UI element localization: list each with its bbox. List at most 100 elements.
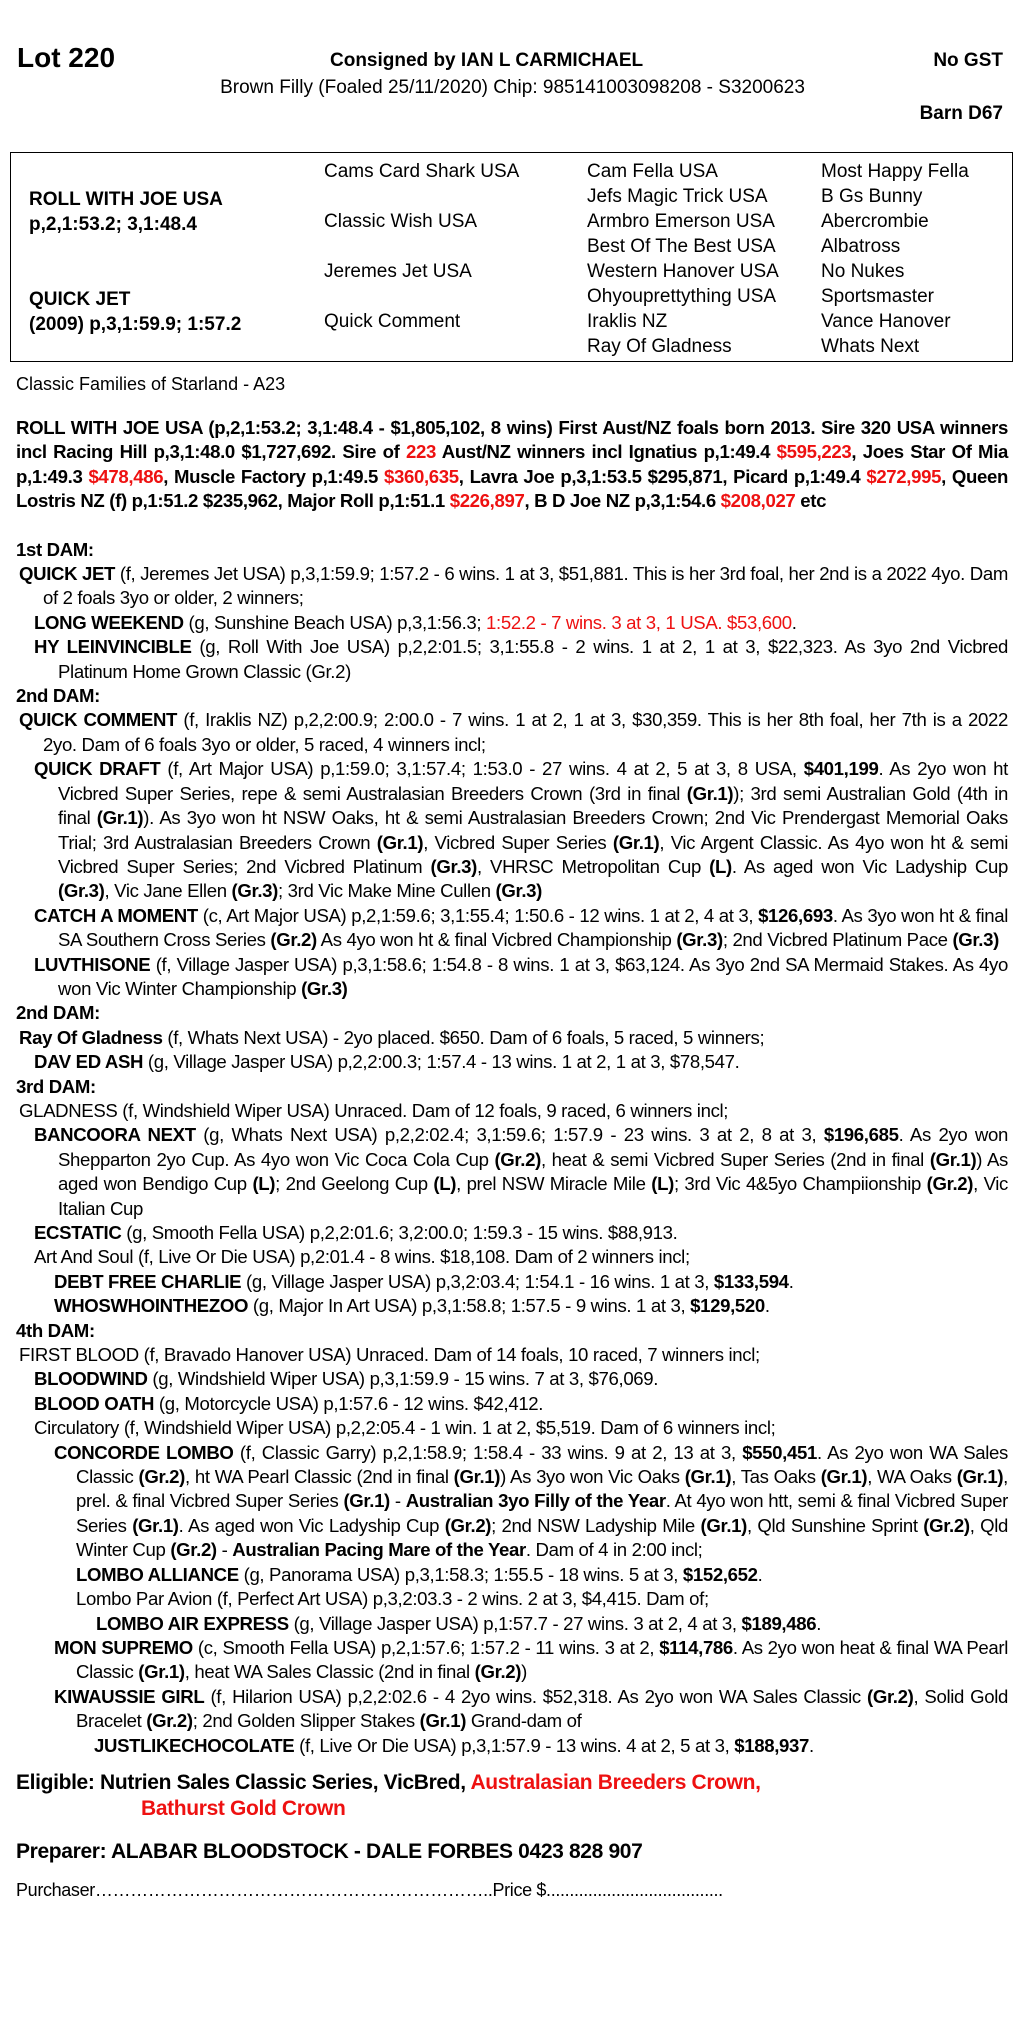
text: (f, Art Major USA) p,1:59.0; 3,1:57.4; 1… xyxy=(160,758,804,780)
text: ; 3rd Vic Make Mine Cullen xyxy=(277,880,496,902)
text: , Queen Lostris NZ (f) p,1:51.2 $235,962… xyxy=(16,465,1008,512)
text: . Dam of 4 in 2:00 incl; xyxy=(525,1539,703,1561)
text: (g, Village Jasper USA) p,1:57.7 - 27 wi… xyxy=(288,1612,742,1634)
bold-text: (Gr.1) xyxy=(419,1710,467,1732)
text: , Solid Gold Bracelet xyxy=(76,1685,1008,1732)
barn-location: Barn D67 xyxy=(919,103,1003,124)
text: GLADNESS (f, Windshield Wiper USA) Unrac… xyxy=(19,1099,729,1121)
text: . As aged won Vic Ladyship Cup xyxy=(178,1514,445,1536)
text: . xyxy=(816,1612,822,1634)
pedigree-entry: DAV ED ASH (g, Village Jasper USA) p,2,2… xyxy=(16,1050,1008,1074)
text: (g, Roll With Joe USA) p,2,2:01.5; 3,1:5… xyxy=(58,636,1009,682)
pedigree-gen3-ancestor: Best Of The Best USA xyxy=(587,236,776,257)
text: (f, Classic Garry) p,2,1:58.9; 1:58.4 - … xyxy=(233,1441,743,1463)
bold-text: ECSTATIC xyxy=(34,1222,122,1243)
text: , WA Oaks xyxy=(867,1466,957,1488)
text: ; 2nd Geelong Cup xyxy=(275,1173,434,1195)
bold-text: (Gr.1) xyxy=(684,1466,732,1488)
bold-text: (L) xyxy=(252,1173,276,1195)
text: (g, Smooth Fella USA) p,2,2:01.6; 3,2:00… xyxy=(121,1222,678,1243)
bold-text: $133,594 xyxy=(713,1270,789,1292)
bold-text: (Gr.1) xyxy=(132,1514,179,1536)
pedigree-sire-record: p,2,1:53.2; 3,1:48.4 xyxy=(29,214,197,235)
pedigree-entry: BANCOORA NEXT (g, Whats Next USA) p,2,2:… xyxy=(16,1123,1008,1221)
bold-text: (Gr.3) xyxy=(231,880,279,902)
pedigree-sire: ROLL WITH JOE USA xyxy=(29,189,223,210)
bold-text: BLOOD OATH xyxy=(34,1392,155,1414)
family-line: Classic Families of Starland - A23 xyxy=(16,374,286,394)
bold-text: (Gr.3) xyxy=(301,977,348,999)
preparer: Preparer: ALABAR BLOODSTOCK - DALE FORBE… xyxy=(16,1839,643,1863)
bold-text: (Gr.2) xyxy=(444,1514,492,1536)
text: , Qld Winter Cup xyxy=(76,1514,1008,1561)
gst-status: No GST xyxy=(933,50,1003,71)
text: (g, Motorcycle USA) p,1:57.6 - 12 wins. … xyxy=(154,1392,544,1414)
text: Aust/NZ winners incl Ignatius p,1:49.4 xyxy=(435,441,777,463)
highlight-text: 223 xyxy=(405,441,436,463)
dam-heading: 4th DAM: xyxy=(16,1319,1008,1343)
bold-text: LOMBO ALLIANCE xyxy=(76,1563,239,1585)
consignor: Consigned by IAN L CARMICHAEL xyxy=(330,50,644,71)
pedigree-entry: DEBT FREE CHARLIE (g, Village Jasper USA… xyxy=(16,1270,1008,1294)
highlight-text: $208,027 xyxy=(720,490,796,512)
text: . As 2yo won ht Vicbred Super Series, re… xyxy=(58,758,1008,804)
text: 2nd DAM: xyxy=(16,685,100,707)
pedigree-entry: Ray Of Gladness (f, Whats Next USA) - 2y… xyxy=(16,1026,1008,1050)
text: , Tas Oaks xyxy=(731,1466,821,1488)
bold-text: (Gr.1) xyxy=(612,831,660,853)
text: , Vic Jane Ellen xyxy=(104,880,232,902)
text: . As 2yo won WA Sales Classic xyxy=(76,1441,1008,1488)
bold-text: JUSTLIKECHOCOLATE xyxy=(94,1734,295,1756)
text: . As 2yo won heat & final WA Pearl Class… xyxy=(76,1636,1008,1683)
bold-text: (Gr.2) xyxy=(146,1710,193,1732)
pedigree-gen2-ancestor: Quick Comment xyxy=(324,311,461,332)
bold-text: (Gr.1) xyxy=(453,1466,501,1488)
bold-text: CONCORDE LOMBO xyxy=(54,1441,234,1463)
bold-text: (Gr.2) xyxy=(866,1685,914,1707)
bold-text: (Gr.3) xyxy=(495,880,543,902)
text: (f, Village Jasper USA) p,3,1:58.6; 1:54… xyxy=(58,953,1008,999)
text: . xyxy=(809,1734,814,1756)
text: , prel. & final Vicbred Super Series xyxy=(76,1466,1008,1512)
pedigree-entry: Circulatory (f, Windshield Wiper USA) p,… xyxy=(16,1416,1008,1440)
pedigree-entry: ECSTATIC (g, Smooth Fella USA) p,2,2:01.… xyxy=(16,1221,1008,1245)
text: Circulatory (f, Windshield Wiper USA) p,… xyxy=(34,1417,776,1439)
text: (g, Village Jasper USA) p,2,2:00.3; 1:57… xyxy=(143,1051,740,1073)
bold-text: (Gr.2) xyxy=(494,1148,541,1170)
pedigree-entry: LONG WEEKEND (g, Sunshine Beach USA) p,3… xyxy=(16,611,1008,635)
pedigree-entry: QUICK DRAFT (f, Art Major USA) p,1:59.0;… xyxy=(16,757,1008,903)
bold-text: (Gr.2) xyxy=(270,929,317,951)
lot-number: Lot 220 xyxy=(17,42,116,73)
dam-heading: 2nd DAM: xyxy=(16,1001,1008,1025)
pedigree-entry: Art And Soul (f, Live Or Die USA) p,2:01… xyxy=(16,1245,1008,1269)
text: (f, Whats Next USA) - 2yo placed. $650. … xyxy=(162,1026,765,1048)
bold-text: (Gr.1) xyxy=(343,1490,390,1512)
text: 3rd DAM: xyxy=(16,1075,96,1097)
text: (f, Iraklis NZ) p,2,2:00.9; 2:00.0 - 7 w… xyxy=(43,709,1008,755)
bold-text: $129,520 xyxy=(690,1295,765,1317)
pedigree-entry: KIWAUSSIE GIRL (f, Hilarion USA) p,2,2:0… xyxy=(16,1685,1008,1734)
pedigree-entry: LOMBO ALLIANCE (g, Panorama USA) p,3,1:5… xyxy=(16,1563,1008,1587)
text: , Vic Argent Classic. As 4yo won ht & se… xyxy=(58,831,1008,877)
pedigree-gen3-ancestor: Western Hanover USA xyxy=(587,261,779,282)
pedigree-entry: ROLL WITH JOE USA (p,2,1:53.2; 3,1:48.4 … xyxy=(16,416,1008,514)
highlight-text: $226,897 xyxy=(449,490,525,512)
dam-heading: 2nd DAM: xyxy=(16,684,1008,708)
text: , heat & semi Vicbred Super Series (2nd … xyxy=(540,1148,930,1170)
bold-text: QUICK DRAFT xyxy=(34,758,161,780)
pedigree-gen3-ancestor: Jefs Magic Trick USA xyxy=(587,186,768,207)
bold-text: (Gr.2) xyxy=(923,1514,970,1536)
text: . xyxy=(788,1270,794,1292)
pedigree-entry: WHOSWHOINTHEZOO (g, Major In Art USA) p,… xyxy=(16,1294,1008,1318)
text: (c, Art Major USA) p,2,1:59.6; 3,1:55.4;… xyxy=(197,904,759,926)
pedigree-entry: CONCORDE LOMBO (f, Classic Garry) p,2,1:… xyxy=(16,1441,1008,1563)
text: (f, Jeremes Jet USA) p,3,1:59.9; 1:57.2 … xyxy=(43,563,1009,609)
text: , Muscle Factory p,1:49.5 xyxy=(163,465,385,487)
text: , prel NSW Miracle Mile xyxy=(456,1173,652,1195)
bold-text: KIWAUSSIE GIRL xyxy=(54,1685,205,1707)
pedigree-entry: QUICK COMMENT (f, Iraklis NZ) p,2,2:00.9… xyxy=(16,708,1008,757)
text: (g, Sunshine Beach USA) p,3,1:56.3; xyxy=(183,611,487,633)
bold-text: DAV ED ASH xyxy=(34,1051,144,1073)
purchaser-line[interactable]: Purchaser…………………………………………………………..Price $… xyxy=(16,1880,723,1901)
pedigree-entry: LOMBO AIR EXPRESS (g, Village Jasper USA… xyxy=(16,1612,1008,1636)
